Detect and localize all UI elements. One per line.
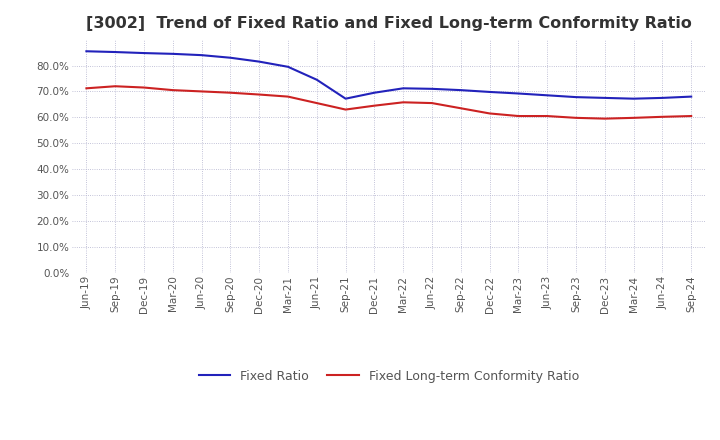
Fixed Ratio <box>197 52 206 58</box>
Fixed Long-term Conformity Ratio <box>514 114 523 119</box>
Fixed Ratio <box>428 86 436 92</box>
Fixed Long-term Conformity Ratio <box>341 107 350 112</box>
Fixed Long-term Conformity Ratio <box>197 89 206 94</box>
Fixed Long-term Conformity Ratio <box>168 88 177 93</box>
Fixed Long-term Conformity Ratio <box>600 116 609 121</box>
Fixed Long-term Conformity Ratio <box>399 100 408 105</box>
Fixed Long-term Conformity Ratio <box>658 114 667 119</box>
Fixed Ratio <box>255 59 264 64</box>
Fixed Ratio <box>341 96 350 101</box>
Fixed Ratio <box>399 86 408 91</box>
Fixed Ratio <box>82 48 91 54</box>
Fixed Ratio <box>543 93 552 98</box>
Fixed Ratio <box>168 51 177 56</box>
Fixed Ratio <box>370 90 379 95</box>
Fixed Ratio <box>600 95 609 100</box>
Title: [3002]  Trend of Fixed Ratio and Fixed Long-term Conformity Ratio: [3002] Trend of Fixed Ratio and Fixed Lo… <box>86 16 692 32</box>
Fixed Long-term Conformity Ratio <box>572 115 580 121</box>
Fixed Long-term Conformity Ratio <box>456 106 465 111</box>
Fixed Ratio <box>140 51 148 56</box>
Fixed Long-term Conformity Ratio <box>687 114 696 119</box>
Fixed Ratio <box>629 96 638 101</box>
Fixed Ratio <box>456 88 465 93</box>
Fixed Ratio <box>572 95 580 100</box>
Fixed Long-term Conformity Ratio <box>543 114 552 119</box>
Fixed Long-term Conformity Ratio <box>428 100 436 106</box>
Fixed Long-term Conformity Ratio <box>312 100 321 106</box>
Fixed Ratio <box>687 94 696 99</box>
Line: Fixed Ratio: Fixed Ratio <box>86 51 691 99</box>
Fixed Long-term Conformity Ratio <box>111 84 120 89</box>
Legend: Fixed Ratio, Fixed Long-term Conformity Ratio: Fixed Ratio, Fixed Long-term Conformity … <box>194 365 584 388</box>
Line: Fixed Long-term Conformity Ratio: Fixed Long-term Conformity Ratio <box>86 86 691 119</box>
Fixed Long-term Conformity Ratio <box>82 86 91 91</box>
Fixed Ratio <box>284 64 292 70</box>
Fixed Ratio <box>312 77 321 82</box>
Fixed Long-term Conformity Ratio <box>226 90 235 95</box>
Fixed Ratio <box>485 89 494 95</box>
Fixed Long-term Conformity Ratio <box>140 85 148 90</box>
Fixed Ratio <box>658 95 667 100</box>
Fixed Long-term Conformity Ratio <box>255 92 264 97</box>
Fixed Long-term Conformity Ratio <box>370 103 379 108</box>
Fixed Ratio <box>111 49 120 55</box>
Fixed Ratio <box>514 91 523 96</box>
Fixed Long-term Conformity Ratio <box>629 115 638 121</box>
Fixed Ratio <box>226 55 235 60</box>
Fixed Long-term Conformity Ratio <box>284 94 292 99</box>
Fixed Long-term Conformity Ratio <box>485 111 494 116</box>
